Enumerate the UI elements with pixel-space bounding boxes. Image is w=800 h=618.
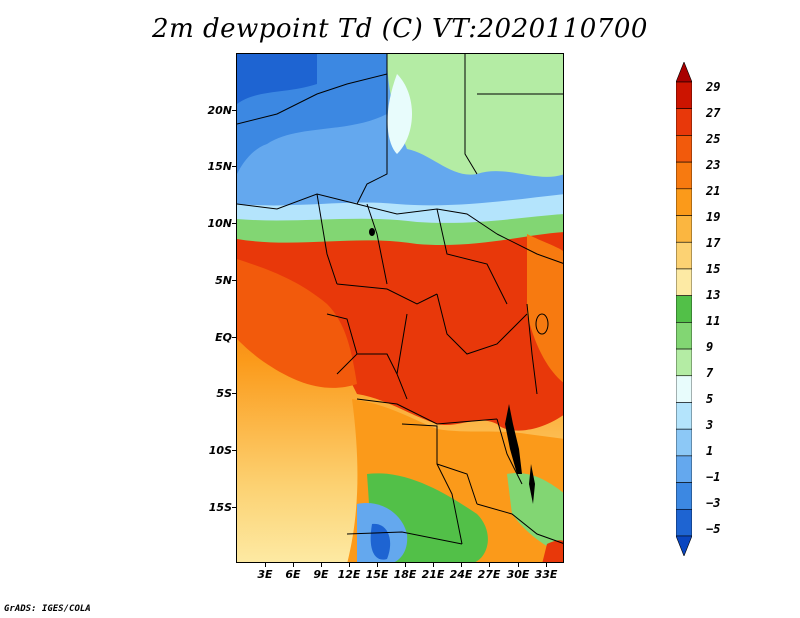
y-tick-label: 5S bbox=[216, 387, 232, 400]
colorbar-segment bbox=[676, 428, 692, 457]
colorbar-segment bbox=[676, 62, 692, 83]
credit-text: GrADS: IGES/COLA bbox=[4, 604, 91, 614]
x-tick-label: 15E bbox=[365, 568, 389, 581]
colorbar-segment bbox=[676, 348, 692, 377]
y-tick bbox=[232, 280, 236, 281]
y-tick-label: 15S bbox=[208, 501, 232, 514]
gulf-of-guinea-region bbox=[237, 259, 357, 388]
x-tick bbox=[433, 563, 434, 567]
y-tick-label: EQ bbox=[215, 331, 232, 344]
colorbar-label: 9 bbox=[706, 340, 714, 354]
y-tick bbox=[232, 110, 236, 111]
colorbar-label: 29 bbox=[706, 80, 721, 94]
equatorial-humid-region bbox=[237, 232, 563, 431]
dewpoint-map bbox=[237, 54, 563, 562]
colorbar-segment bbox=[676, 455, 692, 483]
colorbar-segment bbox=[676, 482, 692, 510]
colorbar-label: 25 bbox=[706, 132, 721, 146]
colorbar-segment bbox=[676, 375, 692, 403]
y-tick-label: 10N bbox=[207, 217, 232, 230]
colorbar-segment bbox=[676, 215, 692, 243]
colorbar-segment bbox=[676, 161, 692, 190]
y-tick bbox=[232, 166, 236, 167]
map-panel bbox=[236, 53, 564, 563]
x-tick-label: 24E bbox=[449, 568, 473, 581]
x-tick bbox=[546, 563, 547, 567]
colorbar-label: 1 bbox=[706, 444, 714, 458]
x-tick-label: 12E bbox=[337, 568, 361, 581]
colorbar-label: 11 bbox=[706, 314, 721, 328]
x-tick-label: 27E bbox=[477, 568, 501, 581]
y-tick bbox=[232, 337, 236, 338]
colorbar bbox=[676, 62, 692, 556]
x-tick-label: 21E bbox=[421, 568, 445, 581]
x-tick bbox=[265, 563, 266, 567]
colorbar-segment bbox=[676, 108, 692, 136]
x-tick bbox=[405, 563, 406, 567]
colorbar-segment bbox=[676, 508, 692, 537]
x-tick bbox=[293, 563, 294, 567]
x-tick-label: 18E bbox=[393, 568, 417, 581]
colorbar-segment bbox=[676, 188, 692, 216]
colorbar-segment bbox=[676, 268, 692, 296]
x-tick-label: 33E bbox=[534, 568, 558, 581]
sahara-driest-region bbox=[237, 54, 317, 104]
desert-light-patch bbox=[387, 74, 412, 154]
colorbar-label: 5 bbox=[706, 392, 714, 406]
colorbar-segment bbox=[676, 241, 692, 270]
colorbar-label: 19 bbox=[706, 210, 721, 224]
y-tick-label: 15N bbox=[207, 160, 232, 173]
colorbar-label: 3 bbox=[706, 418, 714, 432]
y-tick-label: 20N bbox=[207, 104, 232, 117]
colorbar-label: 21 bbox=[706, 184, 721, 198]
colorbar-segment bbox=[676, 322, 692, 350]
y-tick bbox=[232, 393, 236, 394]
mozambique-humid-patch bbox=[542, 540, 563, 562]
colorbar-label: −5 bbox=[706, 522, 721, 536]
colorbar-label: 23 bbox=[706, 158, 721, 172]
colorbar-label: 13 bbox=[706, 288, 721, 302]
colorbar-label: 15 bbox=[706, 262, 721, 276]
y-tick bbox=[232, 507, 236, 508]
colorbar-segment bbox=[676, 81, 692, 110]
colorbar-segment bbox=[676, 535, 692, 556]
colorbar-segment bbox=[676, 295, 692, 323]
x-tick-label: 9E bbox=[313, 568, 329, 581]
x-tick bbox=[518, 563, 519, 567]
y-tick bbox=[232, 223, 236, 224]
colorbar-label: −1 bbox=[706, 470, 721, 484]
x-tick bbox=[377, 563, 378, 567]
x-tick-label: 6E bbox=[285, 568, 301, 581]
colorbar-label: 17 bbox=[706, 236, 721, 250]
y-tick bbox=[232, 450, 236, 451]
x-tick bbox=[349, 563, 350, 567]
x-tick-label: 3E bbox=[257, 568, 273, 581]
libya-egypt-region bbox=[387, 54, 563, 177]
x-tick bbox=[461, 563, 462, 567]
colorbar-label: 7 bbox=[706, 366, 714, 380]
east-africa-region bbox=[527, 234, 563, 383]
x-tick bbox=[489, 563, 490, 567]
colorbar-label: −3 bbox=[706, 496, 721, 510]
colorbar-label: 27 bbox=[706, 106, 721, 120]
east-highlands-region bbox=[507, 473, 563, 554]
y-tick-label: 10S bbox=[208, 444, 232, 457]
x-tick bbox=[321, 563, 322, 567]
colorbar-segment bbox=[676, 402, 692, 430]
colorbar-segment bbox=[676, 135, 692, 163]
page-title: 2m dewpoint Td (C) VT:2020110700 bbox=[152, 14, 648, 44]
x-tick-label: 30E bbox=[506, 568, 530, 581]
y-tick-label: 5N bbox=[215, 274, 232, 287]
lakes bbox=[369, 228, 549, 504]
